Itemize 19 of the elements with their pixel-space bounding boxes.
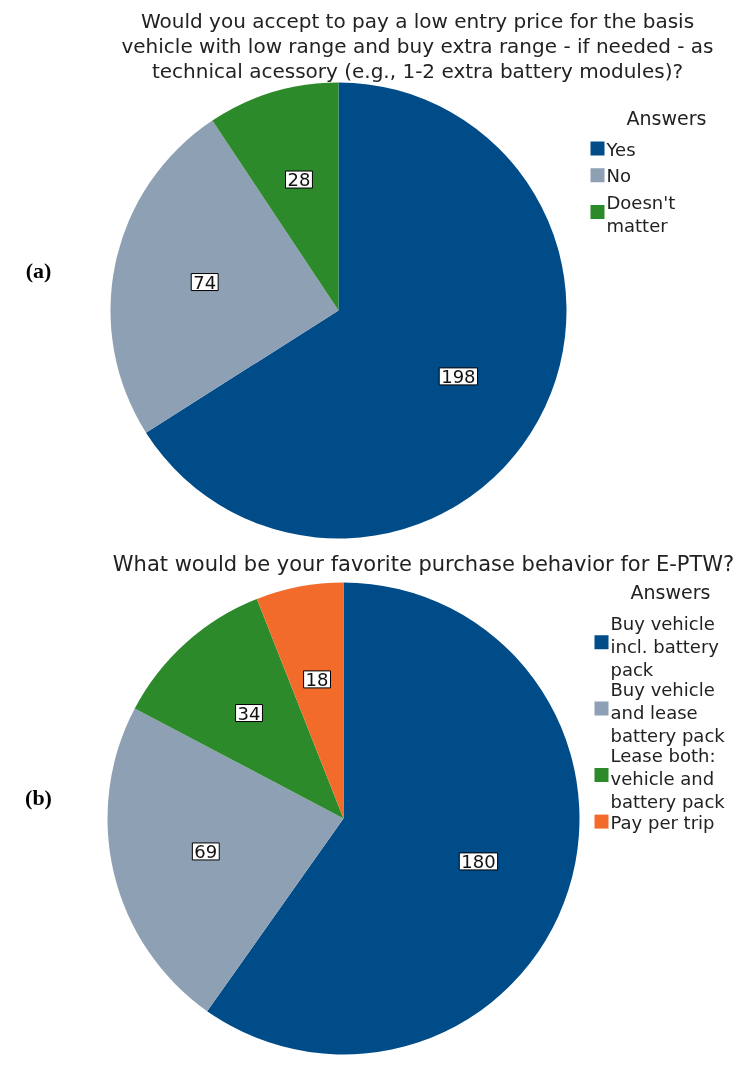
data-label: 69 xyxy=(194,840,218,862)
text: (a) xyxy=(25,258,52,283)
legend-title: Answers xyxy=(630,580,711,603)
chart-title: What would be your favorite purchase behavior for E-PTW? xyxy=(112,551,735,576)
legend-label: Lease both: vehicle and battery pack xyxy=(610,745,726,813)
text: (b) xyxy=(25,785,52,810)
data-label: 74 xyxy=(193,271,217,293)
data-label: 34 xyxy=(237,702,261,724)
legend-label: Doesn't matter xyxy=(606,192,676,237)
chart-title: Would you accept to pay a low entry price for the basis vehicle with low range and buy extra range - if needed - as technical acessory (e.g., 1-2 extra battery modules)? xyxy=(121,8,714,83)
legend-label: No xyxy=(606,165,631,187)
data-label: 180 xyxy=(461,850,496,872)
legend-label: Yes xyxy=(605,138,636,160)
data-label: 18 xyxy=(305,668,329,690)
legend-label: Pay per trip xyxy=(610,811,715,833)
legend-label: Buy vehicle incl. battery pack xyxy=(610,612,720,680)
legend-title: Answers xyxy=(626,106,707,129)
data-label: 198 xyxy=(441,365,476,387)
data-label: 28 xyxy=(287,169,311,191)
